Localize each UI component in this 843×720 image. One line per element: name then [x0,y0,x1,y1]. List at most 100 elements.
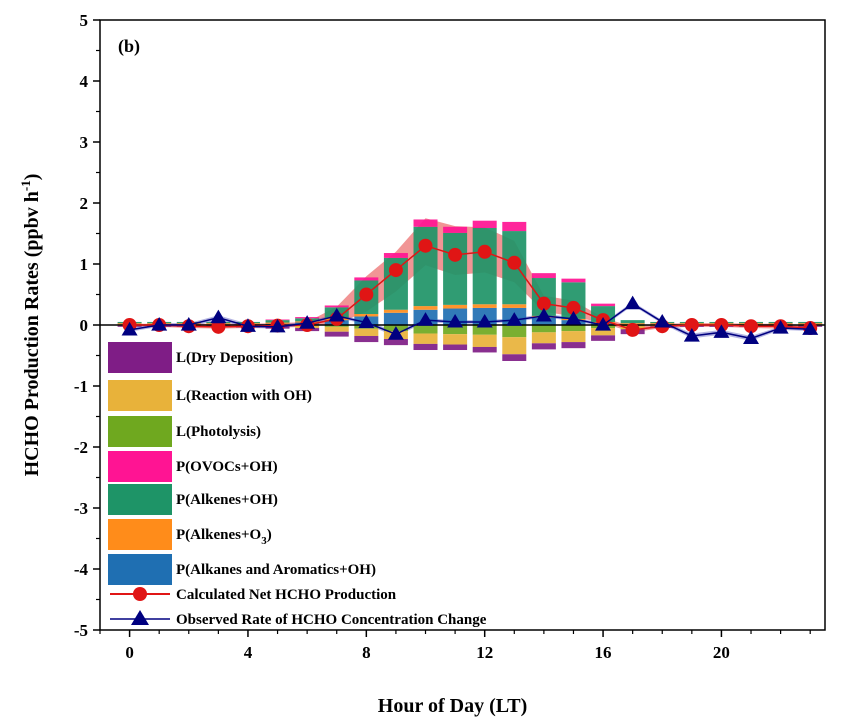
bar-4-15 [561,325,586,332]
calc-point-17 [625,322,640,337]
obs-point-17 [624,295,641,310]
bar-5-8 [354,328,379,336]
legend-marker-8 [131,610,149,625]
bar-6-12 [472,346,497,353]
obs-point-23 [802,321,819,335]
obs-point-19 [683,327,700,342]
obs-point-12 [476,313,493,328]
legend-swatch-3 [108,451,172,482]
legend-label-text-0: L(Dry Deposition) [176,350,293,366]
bar-1-12 [472,304,497,308]
bar-6-16 [591,335,616,341]
obs-point-14 [535,307,552,322]
x-tick-label-2: 8 [362,643,371,662]
bar-1-11 [443,304,468,309]
x-tick-label-3: 12 [476,643,493,662]
legend-label-text-2: L(Photolysis) [176,424,261,440]
legend-label-8: Observed Rate of HCHO Concentration Chan… [176,612,487,628]
y-tick-label-4: -1 [74,377,88,396]
y-axis-title: HCHO Production Rates (ppbv h-1) [18,174,43,477]
legend-label-0: L(Dry Deposition) [176,350,293,366]
x-tick-label-4: 16 [595,643,612,662]
bar-4-11 [443,325,468,335]
uncertainty-band-0 [129,218,811,333]
obs-point-13 [506,312,523,326]
legend-label-1: L(Reaction with OH) [176,388,312,404]
bar-4-12 [472,325,497,335]
calc-point-9 [388,263,403,278]
legend-label-text-5: P(Alkenes+O [176,527,261,543]
y-axis-title-superscript: -1 [18,180,33,191]
legend-swatch-6 [108,554,172,585]
legend-label-suffix-5: ) [267,527,272,543]
y-tick-label-3: -2 [74,438,88,457]
legend-marker-7 [133,587,147,601]
bar-6-14 [531,343,556,350]
y-axis-title-suffix: ) [21,174,43,181]
legend-label-3: P(OVOCs+OH) [176,459,278,475]
legend-label-text-8: Observed Rate of HCHO Concentration Chan… [176,612,487,628]
bar-2-10 [413,226,438,307]
calc-point-11 [448,247,463,262]
bar-5-11 [443,334,468,345]
y-tick-label-0: -5 [74,621,88,640]
bar-4-14 [531,325,556,333]
legend-label-7: Calculated Net HCHO Production [176,587,397,603]
bar-5-7 [324,326,349,332]
bar-3-14 [531,273,556,279]
bar-3-15 [561,278,586,283]
bar-3-7 [324,305,349,308]
obs-point-5 [269,318,286,333]
obs-point-21 [743,330,760,345]
legend-swatch-1 [108,380,172,411]
legend-swatch-4 [108,484,172,515]
obs-point-15 [565,310,582,325]
legend-swatch-2 [108,416,172,447]
legend-swatch-5 [108,519,172,550]
y-tick-label-2: -3 [74,499,88,518]
bar-1-13 [502,304,527,308]
bar-3-10 [413,219,438,227]
bar-4-7 [324,325,349,327]
obs-point-18 [654,313,671,328]
calc-point-8 [359,287,374,302]
bar-3-16 [591,303,616,307]
legend-label-subscript-5: 3 [261,535,267,547]
obs-point-8 [358,314,375,329]
legend-label-5: P(Alkenes+O3) [176,527,272,547]
calc-point-13 [507,255,522,270]
obs-point-4 [239,318,256,332]
legend-label-6: P(Alkanes and Aromatics+OH) [176,562,376,578]
bar-4-13 [502,325,527,338]
bar-6-7 [324,331,349,337]
bar-0-9 [383,312,408,325]
bar-6-8 [354,335,379,343]
y-tick-label-6: 1 [80,255,89,274]
obs-point-0 [121,321,138,336]
bar-2-12 [472,228,497,305]
bar-3-9 [383,253,408,258]
y-tick-label-7: 2 [80,194,89,213]
y-tick-label-9: 4 [80,72,89,91]
legend: L(Dry Deposition) L(Reaction with OH) L(Ph… [108,342,487,628]
y-tick-label-5: 0 [80,316,89,335]
y-tick-label-1: -4 [74,560,89,579]
x-tick-label-0: 0 [125,643,134,662]
obs-point-9 [387,326,404,340]
bar-6-15 [561,342,586,349]
obs-point-2 [180,317,197,331]
calc-point-12 [477,244,492,259]
legend-swatch-0 [108,342,172,373]
bar-3-11 [443,226,468,233]
obs-point-6 [299,315,316,329]
x-axis-title: Hour of Day (LT) [378,695,527,717]
bar-5-10 [413,333,438,344]
bar-5-14 [531,332,556,344]
obs-point-11 [447,313,464,328]
legend-label-text-4: P(Alkenes+OH) [176,492,278,508]
x-tick-label-1: 4 [244,643,253,662]
obs-point-22 [772,320,789,334]
y-tick-label-8: 3 [80,133,89,152]
